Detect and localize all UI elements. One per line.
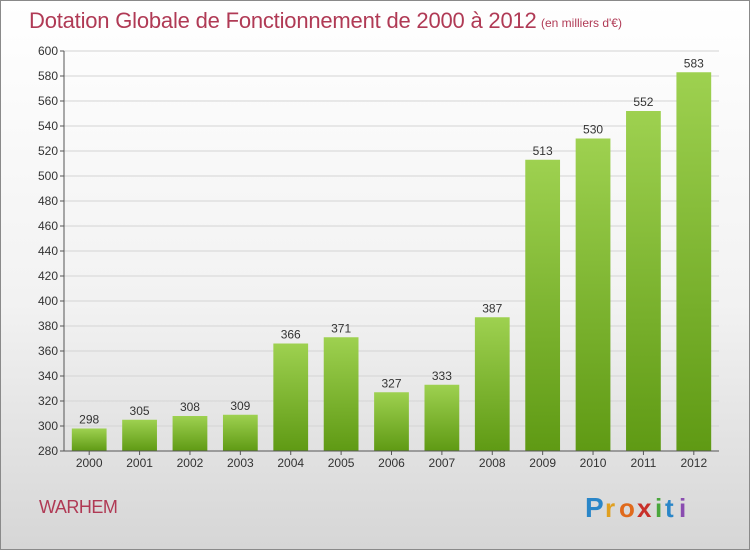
y-tick-label: 400: [38, 294, 58, 308]
bars: 298 305 308 309 366 371 327 333 387 513 530 552 583: [71, 56, 712, 451]
bar-2006: [374, 392, 409, 451]
axes: 280 300 320 340 360 380 400 420 440 460 480 500 520 5…: [38, 44, 719, 470]
bar-2007: [424, 384, 460, 451]
y-tick-label: 580: [38, 69, 58, 83]
data-label-2008: 387: [482, 301, 502, 315]
data-label-2002: 308: [180, 400, 200, 414]
bar-2011: [626, 111, 661, 451]
data-label-2004: 366: [281, 328, 301, 342]
y-tick-label: 360: [38, 344, 58, 358]
x-tick-label-2008: 2008: [479, 456, 506, 470]
chart-subtitle: (en milliers d'€): [541, 16, 622, 30]
svg-text:P: P: [585, 492, 604, 523]
x-tick-label-2007: 2007: [429, 456, 456, 470]
y-tick-label: 600: [38, 44, 58, 58]
bar-2010: [575, 138, 611, 451]
data-label-2011: 552: [633, 95, 653, 109]
svg-text:i: i: [679, 493, 686, 523]
data-label-2009: 513: [533, 144, 553, 158]
data-label-2003: 309: [230, 399, 250, 413]
svg-text:r: r: [605, 493, 615, 523]
proxiti-logo: P r o x i t i: [585, 492, 686, 523]
svg-text:t: t: [665, 493, 674, 523]
y-tick-label: 420: [38, 269, 58, 283]
data-label-2000: 298: [79, 413, 99, 427]
data-label-2005: 371: [331, 321, 351, 335]
x-tick-label-2005: 2005: [328, 456, 355, 470]
chart-title: Dotation Globale de Fonctionnement de 20…: [29, 8, 537, 33]
y-tick-label: 440: [38, 244, 58, 258]
gridlines: [64, 50, 719, 452]
bar-2004: [273, 343, 309, 451]
y-tick-label: 460: [38, 219, 58, 233]
x-tick-label-2012: 2012: [680, 456, 707, 470]
bar-2001: [122, 419, 157, 451]
x-tick-label-2011: 2011: [631, 456, 657, 470]
bar-2000: [71, 428, 107, 451]
y-tick-label: 340: [38, 369, 58, 383]
y-tick-label: 480: [38, 194, 58, 208]
bar-2009: [525, 159, 561, 451]
y-tick-label: 300: [38, 419, 58, 433]
data-label-2006: 327: [381, 376, 401, 390]
x-tick-label-2009: 2009: [529, 456, 556, 470]
y-tick-label: 320: [38, 394, 58, 408]
bar-2012: [676, 72, 712, 451]
x-tick-label-2003: 2003: [227, 456, 254, 470]
y-tick-label: 540: [38, 119, 58, 133]
y-tick-label: 520: [38, 144, 58, 158]
y-tick-label: 380: [38, 319, 58, 333]
x-tick-label-2010: 2010: [580, 456, 607, 470]
x-tick-label-2006: 2006: [378, 456, 405, 470]
svg-text:x: x: [637, 493, 652, 523]
x-tick-label-2000: 2000: [76, 456, 103, 470]
y-tick-label: 560: [38, 94, 58, 108]
y-tick-label: 280: [38, 444, 58, 458]
bar-2005: [323, 337, 359, 451]
y-tick-label: 500: [38, 169, 58, 183]
x-tick-label-2002: 2002: [177, 456, 204, 470]
svg-text:i: i: [655, 493, 662, 523]
bar-2003: [222, 414, 258, 451]
bar-2002: [172, 416, 208, 451]
x-tick-label-2004: 2004: [277, 456, 304, 470]
bar-2008: [474, 317, 510, 451]
data-label-2001: 305: [130, 404, 150, 418]
svg-text:o: o: [619, 493, 635, 523]
x-tick-label-2001: 2001: [126, 456, 153, 470]
data-label-2010: 530: [583, 123, 603, 137]
data-label-2007: 333: [432, 369, 452, 383]
data-label-2012: 583: [684, 56, 704, 70]
commune-name: WARHEM: [39, 497, 118, 517]
